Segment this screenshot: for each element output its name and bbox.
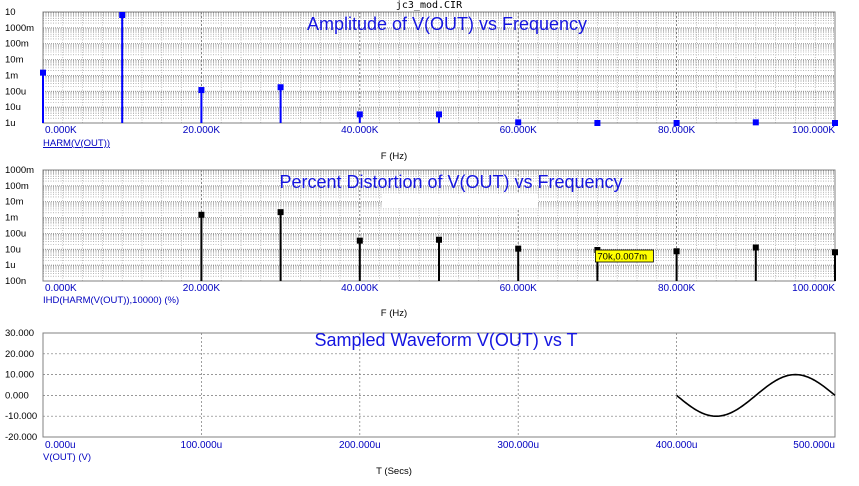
data-point bbox=[40, 69, 46, 76]
x-tick-label: 100.000K bbox=[792, 125, 835, 136]
y-tick-label: 30.000 bbox=[5, 328, 34, 339]
grid bbox=[43, 170, 835, 281]
plot-area bbox=[43, 333, 835, 437]
y-tick-label: 10u bbox=[5, 244, 21, 255]
plot-frame bbox=[42, 332, 836, 438]
waveform-plot[interactable]: 30.000 20.000 10.000 0.000 -10.000 -20.000 0.0… bbox=[5, 328, 836, 477]
data-point bbox=[673, 248, 680, 255]
x-tick-label: 80.000K bbox=[658, 125, 696, 136]
x-tick-label: 200.000u bbox=[339, 440, 381, 451]
y-tick-label: 10m bbox=[5, 197, 24, 208]
data-point bbox=[515, 119, 522, 126]
data-point bbox=[515, 245, 522, 252]
y-tick-label: 1u bbox=[5, 118, 16, 129]
data-point bbox=[119, 12, 126, 18]
annotation-box bbox=[595, 249, 654, 263]
trace-label: IHD(HARM(V(OUT)),10000) (%) bbox=[43, 295, 179, 306]
data-point bbox=[832, 249, 838, 256]
data-point bbox=[356, 237, 363, 244]
x-axis-label: F (Hz) bbox=[381, 308, 407, 319]
y-tick-label: 100m bbox=[5, 181, 29, 192]
x-tick-label: 80.000K bbox=[658, 283, 696, 294]
x-tick-label: 100.000K bbox=[792, 283, 835, 294]
x-tick-label: 400.000u bbox=[656, 440, 698, 451]
data-point bbox=[436, 236, 442, 243]
chart-title: Amplitude of V(OUT) vs Frequency bbox=[307, 14, 587, 34]
data-point bbox=[752, 119, 759, 126]
y-tick-label: 100n bbox=[5, 276, 26, 287]
y-tick-label: 10m bbox=[5, 55, 24, 66]
data-point bbox=[277, 209, 284, 216]
y-tick-label: 10u bbox=[5, 102, 21, 113]
x-tick-label: 0.000K bbox=[45, 283, 77, 294]
data-point bbox=[436, 111, 442, 118]
x-axis-label: F (Hz) bbox=[381, 151, 407, 162]
y-tick-label: 10 bbox=[5, 7, 16, 18]
y-tick-label: 1m bbox=[5, 213, 18, 224]
amplitude-plot[interactable]: 10 1000m 100m 10m 1m 100u 10u 1u 0.000K 20.000K 40… bbox=[5, 7, 838, 162]
chart-title: Sampled Waveform V(OUT) vs T bbox=[314, 330, 577, 350]
series-marks bbox=[40, 12, 838, 126]
data-point bbox=[752, 244, 759, 251]
x-tick-label: 40.000K bbox=[341, 283, 379, 294]
x-tick-label: 60.000K bbox=[500, 283, 538, 294]
annotation-text: 70k,0.007m bbox=[597, 252, 647, 263]
y-tick-label: 20.000 bbox=[5, 349, 34, 360]
chart-title: Percent Distortion of V(OUT) vs Frequenc… bbox=[279, 172, 622, 192]
x-tick-label: 100.000u bbox=[181, 440, 223, 451]
x-tick-label: 300.000u bbox=[497, 440, 539, 451]
x-tick-label: 0.000u bbox=[45, 440, 76, 451]
data-point bbox=[198, 211, 205, 218]
data-point bbox=[356, 111, 363, 118]
y-tick-label: 100m bbox=[5, 39, 29, 50]
grid bbox=[43, 333, 835, 437]
data-point bbox=[832, 120, 838, 126]
y-tick-label: 0.000 bbox=[5, 390, 29, 401]
x-tick-label: 20.000K bbox=[183, 283, 221, 294]
y-tick-label: 1000m bbox=[5, 23, 34, 34]
distortion-plot[interactable]: 1000m 100m 10m 1m 100u 10u 1u 100n 0.000K 20.000K… bbox=[5, 165, 838, 319]
x-tick-label: 0.000K bbox=[45, 125, 77, 136]
y-tick-label: 1000m bbox=[5, 165, 34, 176]
data-point bbox=[594, 120, 601, 126]
y-tick-label: 1m bbox=[5, 70, 18, 81]
x-axis-label: T (Secs) bbox=[376, 466, 412, 477]
trace-label: HARM(V(OUT)) bbox=[43, 138, 110, 149]
trace-label: V(OUT) (V) bbox=[43, 452, 91, 463]
window-title: jc3_mod.CIR bbox=[396, 0, 463, 11]
y-tick-label: -20.000 bbox=[5, 432, 37, 443]
data-point bbox=[198, 87, 205, 94]
y-tick-label: 100u bbox=[5, 86, 26, 97]
x-tick-label: 20.000K bbox=[183, 125, 221, 136]
series-line bbox=[676, 373, 836, 418]
x-tick-label: 40.000K bbox=[341, 125, 379, 136]
data-point bbox=[673, 120, 680, 126]
data-point bbox=[277, 84, 284, 91]
y-tick-label: 100u bbox=[5, 228, 26, 239]
y-tick-label: 10.000 bbox=[5, 370, 34, 381]
y-tick-label: 1u bbox=[5, 260, 16, 271]
y-tick-label: -10.000 bbox=[5, 411, 37, 422]
x-tick-label: 60.000K bbox=[500, 125, 538, 136]
title-backdrop bbox=[382, 194, 538, 208]
x-tick-label: 500.000u bbox=[793, 440, 835, 451]
